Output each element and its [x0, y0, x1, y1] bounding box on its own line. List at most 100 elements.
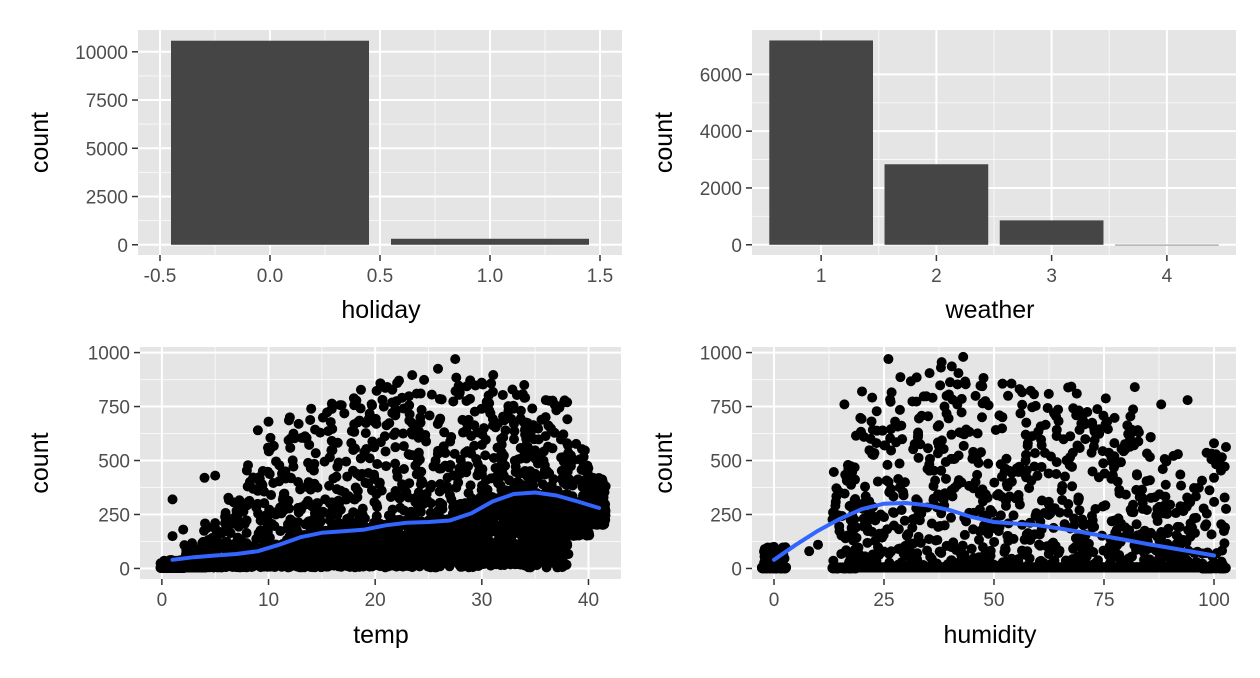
data-point: [326, 403, 337, 414]
data-point: [919, 562, 930, 573]
data-point: [508, 555, 519, 566]
data-point: [262, 466, 273, 477]
data-point: [914, 515, 925, 526]
data-point: [515, 405, 526, 416]
data-point: [428, 461, 439, 472]
data-point: [451, 482, 462, 493]
data-point: [899, 515, 910, 526]
data-point: [880, 440, 891, 451]
data-point: [390, 486, 401, 497]
data-point: [215, 528, 226, 539]
data-point: [894, 458, 905, 469]
data-point: [379, 529, 390, 540]
data-point: [264, 532, 275, 543]
data-point: [348, 507, 359, 518]
data-point: [548, 474, 559, 485]
data-point: [877, 528, 888, 539]
x-tick-label: 1.0: [477, 266, 503, 287]
data-point: [275, 549, 286, 560]
data-point: [896, 505, 907, 516]
data-point: [395, 542, 406, 553]
data-point: [531, 538, 542, 549]
data-point: [434, 416, 445, 427]
data-point: [547, 443, 558, 454]
x-tick-label: 0.0: [257, 266, 283, 287]
data-point: [562, 397, 573, 408]
data-point: [504, 522, 515, 533]
data-point: [486, 378, 497, 389]
data-point: [262, 442, 273, 453]
data-point: [499, 559, 510, 570]
data-point: [420, 429, 431, 440]
data-point: [485, 517, 496, 528]
data-point: [375, 437, 386, 448]
data-point: [890, 562, 901, 573]
data-point: [395, 502, 406, 513]
data-point: [291, 560, 302, 571]
data-point: [851, 532, 862, 543]
data-point: [933, 521, 944, 532]
data-point: [230, 559, 241, 570]
bar-weather-2: [884, 164, 989, 245]
data-point: [435, 502, 446, 513]
data-point: [845, 515, 856, 526]
data-point: [952, 479, 963, 490]
data-point: [476, 403, 487, 414]
data-point: [462, 545, 473, 556]
data-point: [867, 449, 878, 460]
data-point: [364, 408, 375, 419]
data-point: [922, 545, 933, 556]
data-point: [357, 559, 368, 570]
data-point: [179, 540, 190, 551]
data-point: [918, 391, 929, 402]
data-point: [922, 443, 933, 454]
data-point: [946, 429, 957, 440]
data-point: [310, 448, 321, 459]
x-tick-label: 2: [931, 266, 942, 287]
data-point: [488, 370, 499, 381]
data-point: [367, 400, 378, 411]
data-point: [489, 553, 500, 564]
data-point: [232, 512, 243, 523]
data-point: [487, 386, 498, 397]
data-point: [509, 455, 520, 466]
data-point: [936, 435, 947, 446]
data-point: [449, 448, 460, 459]
data-point: [834, 563, 845, 574]
data-point: [450, 354, 461, 365]
y-tick-label: 2500: [86, 188, 128, 209]
data-point: [912, 432, 923, 443]
data-point: [377, 394, 388, 405]
data-point: [524, 527, 535, 538]
data-point: [295, 484, 306, 495]
data-point: [435, 533, 446, 544]
data-point: [415, 412, 426, 423]
data-point: [469, 440, 480, 451]
data-point: [858, 513, 869, 524]
data-point: [573, 529, 584, 540]
y-tick-label: 0: [117, 236, 128, 257]
data-point: [380, 446, 391, 457]
data-point: [349, 494, 360, 505]
data-point: [435, 561, 446, 572]
marks-humidity: [756, 351, 1232, 574]
data-point: [424, 410, 435, 421]
data-point: [341, 456, 352, 467]
data-point: [242, 500, 253, 511]
data-point: [283, 495, 294, 506]
data-point: [181, 562, 192, 573]
data-point: [862, 537, 873, 548]
data-point: [481, 396, 492, 407]
data-point: [588, 479, 599, 490]
data-point: [542, 532, 553, 543]
data-point: [252, 485, 263, 496]
data-point: [256, 529, 267, 540]
panel-holiday: -0.5 0.0 0.5 1.0 1.5025005000750010000holida…: [26, 30, 622, 324]
bar-weather-4: [1115, 244, 1219, 246]
data-point: [881, 562, 892, 573]
data-point: [526, 559, 537, 570]
data-point: [552, 500, 563, 511]
data-point: [894, 482, 905, 493]
data-point: [401, 534, 412, 545]
data-point: [361, 417, 372, 428]
